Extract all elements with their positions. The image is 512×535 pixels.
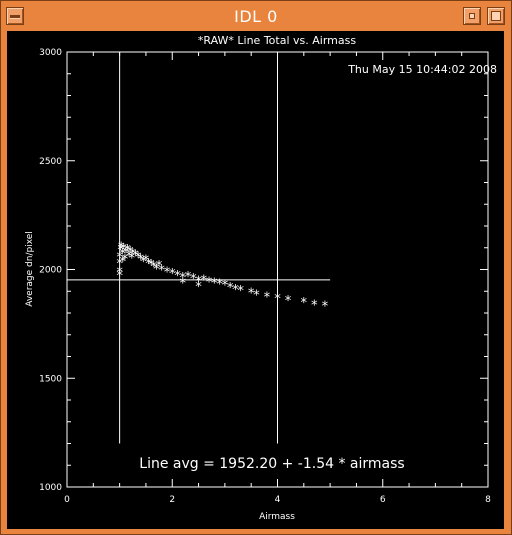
data-point: * [150, 260, 158, 275]
minimize-icon [469, 13, 475, 19]
data-point: * [195, 280, 203, 295]
x-tick-label: 6 [380, 495, 386, 505]
axis-ticks: 0 2 4 6 8 1000 1500 2000 2500 3000 [39, 48, 491, 505]
y-tick-label: 1500 [39, 374, 62, 384]
data-point: * [137, 253, 145, 268]
data-point: * [121, 253, 129, 268]
fit-annotation: Line avg = 1952.20 + -1.54 * airmass [139, 456, 404, 472]
data-point: * [117, 241, 125, 256]
data-point: * [125, 249, 133, 264]
data-point: * [116, 250, 124, 265]
data-point: * [205, 275, 213, 290]
data-point: * [117, 243, 125, 258]
window-menu-button[interactable] [6, 7, 24, 25]
data-point: * [189, 272, 197, 287]
maximize-button[interactable] [487, 7, 505, 25]
data-point: * [145, 257, 153, 272]
window-title: IDL 0 [234, 7, 278, 26]
x-tick-label: 8 [485, 495, 491, 505]
data-point: * [134, 250, 142, 265]
data-point: * [116, 266, 124, 281]
data-point: * [120, 242, 128, 257]
y-axis-label: Average dn/pixel [25, 231, 35, 307]
data-points: ****************************************… [116, 241, 329, 315]
x-tick-label: 2 [169, 495, 175, 505]
data-point: * [263, 291, 271, 306]
data-point: * [124, 243, 132, 258]
data-point: * [179, 277, 187, 292]
data-point: * [221, 279, 229, 294]
data-point: * [200, 273, 208, 288]
data-point: * [226, 281, 234, 296]
timestamp-label: Thu May 15 10:44:02 2008 [347, 63, 497, 76]
scatter-plot: *RAW* Line Total vs. Airmass Thu May 15 … [25, 34, 497, 522]
plot-title: *RAW* Line Total vs. Airmass [198, 34, 356, 47]
reference-lines [67, 52, 331, 444]
maximize-icon [491, 11, 501, 21]
data-point: * [310, 298, 318, 313]
data-point: * [274, 292, 282, 307]
data-point: * [168, 267, 176, 282]
data-point: * [158, 264, 166, 279]
y-tick-label: 2500 [39, 157, 62, 167]
data-point: * [253, 289, 261, 304]
data-point: * [237, 284, 245, 299]
x-tick-label: 4 [275, 495, 281, 505]
title-bar[interactable]: IDL 0 [1, 1, 511, 31]
minimize-button[interactable] [463, 7, 481, 25]
data-point: * [163, 266, 171, 281]
y-tick-label: 1000 [39, 483, 62, 493]
data-point: * [122, 246, 130, 261]
data-point: * [147, 258, 155, 273]
data-point: * [126, 245, 134, 260]
data-point: * [118, 247, 126, 262]
x-tick-label: 0 [64, 495, 70, 505]
data-point: * [210, 277, 218, 292]
data-point: * [139, 255, 147, 270]
data-point: * [321, 299, 329, 314]
data-point: * [116, 257, 124, 272]
data-point: * [119, 255, 127, 270]
data-point: * [116, 269, 124, 284]
data-point: * [247, 286, 255, 301]
data-point: * [129, 247, 137, 262]
data-point: * [131, 248, 139, 263]
data-point: * [231, 283, 239, 298]
x-axis-label: Airmass [259, 512, 295, 522]
data-point: * [179, 271, 187, 286]
data-point: * [300, 296, 308, 311]
y-tick-label: 2000 [39, 266, 62, 276]
data-point: * [128, 252, 136, 267]
y-tick-label: 3000 [39, 48, 62, 58]
data-point: * [195, 274, 203, 289]
data-point: * [284, 294, 292, 309]
data-point: * [184, 270, 192, 285]
data-point: * [153, 262, 161, 277]
window-menu-icon [10, 14, 20, 18]
data-point: * [174, 269, 182, 284]
data-point: * [155, 259, 163, 274]
plot-canvas: *RAW* Line Total vs. Airmass Thu May 15 … [7, 31, 504, 529]
data-point: * [216, 278, 224, 293]
data-point: * [142, 254, 150, 269]
